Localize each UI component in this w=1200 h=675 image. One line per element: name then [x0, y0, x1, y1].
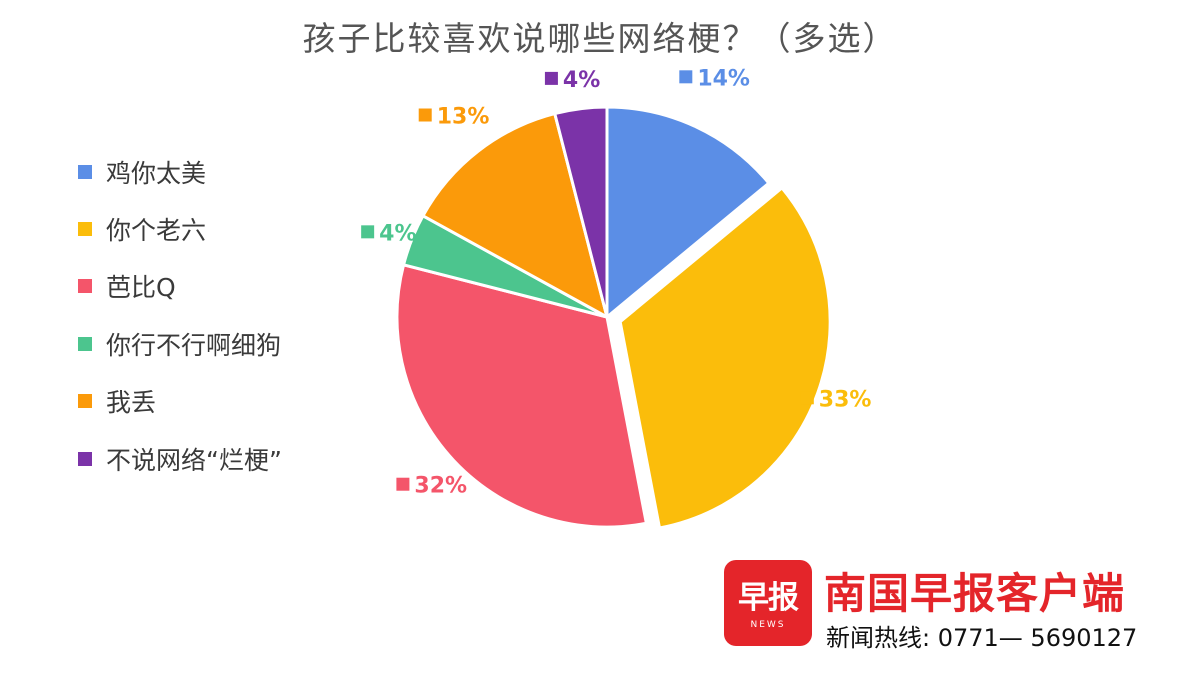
legend-swatch	[78, 164, 92, 179]
pie-slice-ba-bi-q	[395, 262, 649, 529]
newspaper-logo-icon: 早报 NEWS	[724, 560, 812, 646]
legend-label: 你个老六	[106, 216, 207, 246]
pie-slice-wo-diu	[420, 111, 610, 320]
data-label-ba-bi-q: 32%	[396, 474, 467, 499]
legend-label: 不说网络“烂梗”	[106, 445, 282, 475]
data-label-swatch	[679, 70, 693, 84]
data-label-text: 4%	[563, 68, 600, 93]
data-label-swatch	[800, 391, 814, 405]
legend-swatch	[78, 394, 92, 409]
pie-slice-ni-ge-lao-liu	[618, 185, 832, 530]
data-label-text: 14%	[697, 66, 750, 91]
data-label-text: 4%	[379, 221, 416, 246]
logo-text: 早报	[738, 580, 799, 616]
data-label-ji-ni-tai-mei: 14%	[679, 66, 750, 91]
data-label-swatch	[361, 225, 375, 239]
legend-swatch	[78, 451, 92, 466]
legend-label: 我丢	[106, 388, 157, 418]
brand-name: 南国早报客户端	[824, 569, 1126, 618]
legend-label: 芭比Q	[106, 273, 176, 303]
data-label-text: 33%	[819, 387, 872, 412]
legend-swatch	[78, 336, 92, 351]
legend-item-ni-xing-bu-xing: 你行不行啊细狗	[78, 315, 282, 372]
data-label-ni-xing-bu-xing: 4%	[361, 221, 417, 246]
pie-slice-bu-shuo-lan-geng	[552, 105, 609, 318]
legend-item-ni-ge-lao-liu: 你个老六	[78, 200, 282, 257]
legend-swatch	[78, 222, 92, 237]
logo-subtext: NEWS	[750, 620, 786, 630]
legend-label: 你行不行啊细狗	[106, 330, 282, 360]
data-label-ni-ge-lao-liu: 33%	[800, 387, 872, 412]
data-label-swatch	[544, 71, 558, 85]
legend-item-ba-bi-q: 芭比Q	[78, 258, 282, 315]
legend-item-bu-shuo-lan-geng: 不说网络“烂梗”	[78, 430, 282, 487]
data-label-swatch	[396, 477, 410, 491]
legend-swatch	[78, 279, 92, 294]
legend-item-ji-ni-tai-mei: 鸡你太美	[78, 143, 282, 200]
pie-chart: 14% 33% 32% 4% 13% 4%	[361, 66, 872, 530]
data-label-swatch	[418, 108, 432, 122]
chart-title: 孩子比较喜欢说哪些网络梗？（多选）	[302, 19, 898, 58]
legend-item-wo-diu: 我丢	[78, 373, 282, 430]
legend-label: 鸡你太美	[106, 158, 207, 188]
brand-footer: 早报 NEWS 南国早报客户端 新闻热线: 0771— 5690127	[724, 560, 1164, 652]
data-label-bu-shuo-lan-geng: 4%	[544, 68, 600, 93]
pie-slice-ji-ni-tai-mei	[605, 105, 771, 321]
legend: 鸡你太美你个老六芭比Q 你行不行啊细狗 我丢不说网络“烂梗”	[78, 143, 282, 487]
data-label-text: 32%	[414, 474, 467, 499]
news-hotline: 新闻热线: 0771— 5690127	[826, 624, 1138, 652]
data-label-text: 13%	[437, 105, 490, 130]
data-label-wo-diu: 13%	[418, 105, 490, 130]
